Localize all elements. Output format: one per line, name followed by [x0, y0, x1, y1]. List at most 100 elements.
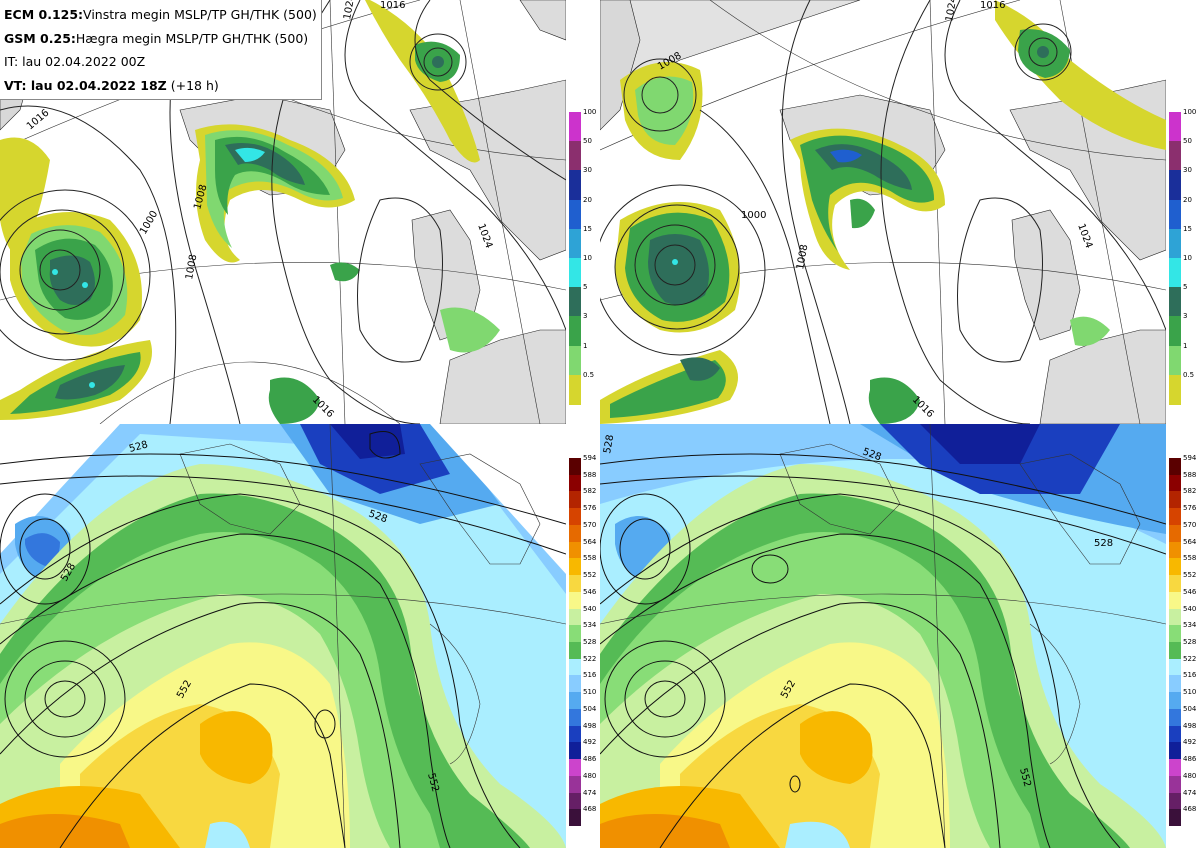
colorbar-swatch [1169, 658, 1181, 676]
precip-colorbar-right: 100 50 30 20 15 10 5 3 1 0.5 [1169, 108, 1199, 405]
colorbar-tick-label: 588 [1183, 470, 1197, 479]
colorbar-tick-label: 540 [1183, 604, 1197, 613]
colorbar-tick-label: 570 [583, 520, 597, 529]
colorbar-swatch [1169, 316, 1181, 347]
colorbar-swatch [569, 228, 581, 259]
colorbar-tick-label: 492 [583, 738, 597, 747]
thickness-colorbar-left: 594 588 582 576 570 564 558 552 546 540 534 528 522 5… [569, 455, 599, 827]
colorbar-swatch [569, 258, 581, 288]
colorbar-swatch [1169, 508, 1181, 526]
colorbar-swatch [1169, 775, 1181, 793]
forecast-offset: (+18 h) [170, 77, 219, 93]
colorbar-swatch [1169, 524, 1181, 542]
colorbar-swatch [569, 541, 581, 559]
colorbar-tick-label: 564 [1183, 537, 1197, 546]
gsm-description: Hægra megin MSLP/TP GH/THK (500) [75, 30, 309, 46]
colorbar-swatch [569, 524, 581, 542]
colorbar-swatch [1169, 809, 1181, 827]
colorbar-tick-label: 468 [583, 805, 597, 814]
isobar-label: 1016 [380, 0, 405, 11]
colorbar-tick-label: 522 [583, 654, 597, 663]
thickness-field [600, 424, 1166, 848]
colorbar-tick-label: 486 [583, 755, 597, 764]
ecm-model-label: ECM 0.125: [4, 7, 84, 22]
colorbar-tick-label: 474 [583, 788, 597, 797]
colorbar-tick-label: 504 [1183, 704, 1197, 713]
colorbar-swatch [1169, 287, 1181, 318]
colorbar-tick-label: 100 [1183, 108, 1197, 116]
colorbar-tick-label: 552 [583, 571, 597, 580]
colorbar-tick-label: 5 [583, 283, 588, 292]
colorbar-swatch [569, 742, 581, 760]
colorbar-swatch [569, 708, 581, 726]
coastlines [600, 424, 1166, 848]
thickness-colorbar-right: 594 588 582 576 570 564 558 552 546 540 534 528 522 5… [1169, 454, 1199, 827]
isobars [600, 0, 1166, 424]
colorbar-tick-label: 30 [1183, 166, 1192, 175]
colorbar-tick-label: 480 [583, 771, 597, 780]
colorbar-tick-label: 480 [1183, 771, 1197, 780]
precip-colorbar-left: 100 50 30 20 15 10 5 3 1 0.5 [569, 109, 599, 405]
valid-time-line: VT: lau 02.04.2022 18Z (+18 h) [4, 74, 321, 98]
colorbar-tick-label: 20 [583, 195, 592, 204]
colorbar-tick-label: 564 [583, 537, 597, 546]
colorbar-swatch [569, 458, 581, 475]
colorbar-swatch [569, 591, 581, 609]
colorbar-swatch [1169, 170, 1181, 201]
isobar-label: 1024 [944, 0, 959, 23]
colorbar-swatch [569, 658, 581, 676]
colorbar-swatch [1169, 112, 1181, 142]
colorbar-tick-label: 468 [1183, 805, 1197, 814]
precipitation-field [600, 0, 1166, 424]
colorbar-tick-label: 50 [1183, 137, 1192, 146]
colorbar-tick-label: 552 [1183, 571, 1197, 580]
colorbar-swatch [569, 792, 581, 810]
colorbar-tick-label: 3 [583, 312, 588, 321]
colorbar-swatch [1169, 708, 1181, 726]
geopotential-contours [0, 431, 566, 848]
ecm-description: Vinstra megin MSLP/TP GH/THK (500) [83, 7, 317, 22]
colorbar-tick-label: 528 [1183, 638, 1197, 646]
colorbar-tick-label: 534 [583, 621, 597, 630]
colorbar-swatch [1169, 759, 1181, 777]
geopotential-contours [600, 453, 1166, 848]
isobar-label: 1024 [342, 0, 357, 21]
colorbar-tick-label: 504 [583, 704, 597, 713]
colorbar-tick-label: 516 [1183, 671, 1197, 680]
colorbar-swatch [1169, 742, 1181, 760]
colorbar-swatch [569, 316, 581, 347]
colorbar-tick-label: 498 [1183, 721, 1197, 730]
colorbar-tick-label: 528 [583, 638, 597, 646]
colorbar-tick-label: 594 [1183, 454, 1197, 462]
colorbar-tick-label: 510 [1183, 688, 1197, 697]
colorbar-swatch [1169, 725, 1181, 743]
colorbar-tick-label: 576 [583, 504, 597, 513]
colorbar-tick-label: 510 [583, 688, 597, 697]
colorbar-swatch [1169, 541, 1181, 559]
colorbar-swatch [569, 675, 581, 693]
colorbar-swatch [1169, 491, 1181, 509]
gsm-gh-thickness-map: 528 528 528 552 552 [600, 424, 1166, 848]
colorbar-tick-label: 498 [583, 721, 597, 730]
colorbar-swatch [1169, 591, 1181, 609]
isobar-label: 1016 [980, 0, 1005, 11]
colorbar-swatch [569, 287, 581, 318]
thickness-label: 528 [1094, 538, 1113, 549]
colorbar-tick-label: 10 [583, 254, 592, 262]
colorbar-tick-label: 0.5 [1183, 370, 1195, 379]
ecm-gh-svg: 528 528 528 552 552 [0, 424, 566, 848]
colorbar-tick-label: 1 [1183, 341, 1188, 350]
valid-time: VT: lau 02.04.2022 18Z [4, 77, 167, 93]
colorbar-tick-label: 558 [1183, 554, 1197, 563]
thickness-label: 552 [425, 772, 441, 793]
colorbar-tick-label: 15 [583, 224, 592, 233]
colorbar-swatch [1169, 345, 1181, 376]
colorbar-swatch [1169, 675, 1181, 693]
colorbar-swatch [569, 508, 581, 526]
colorbar-swatch [569, 141, 581, 172]
colorbar-swatch [1169, 792, 1181, 810]
colorbar-tick-label: 522 [1183, 654, 1197, 663]
initial-time: IT: lau 02.04.2022 00Z [4, 54, 146, 69]
colorbar-tick-label: 474 [1183, 788, 1197, 797]
colorbar-swatch [569, 491, 581, 509]
